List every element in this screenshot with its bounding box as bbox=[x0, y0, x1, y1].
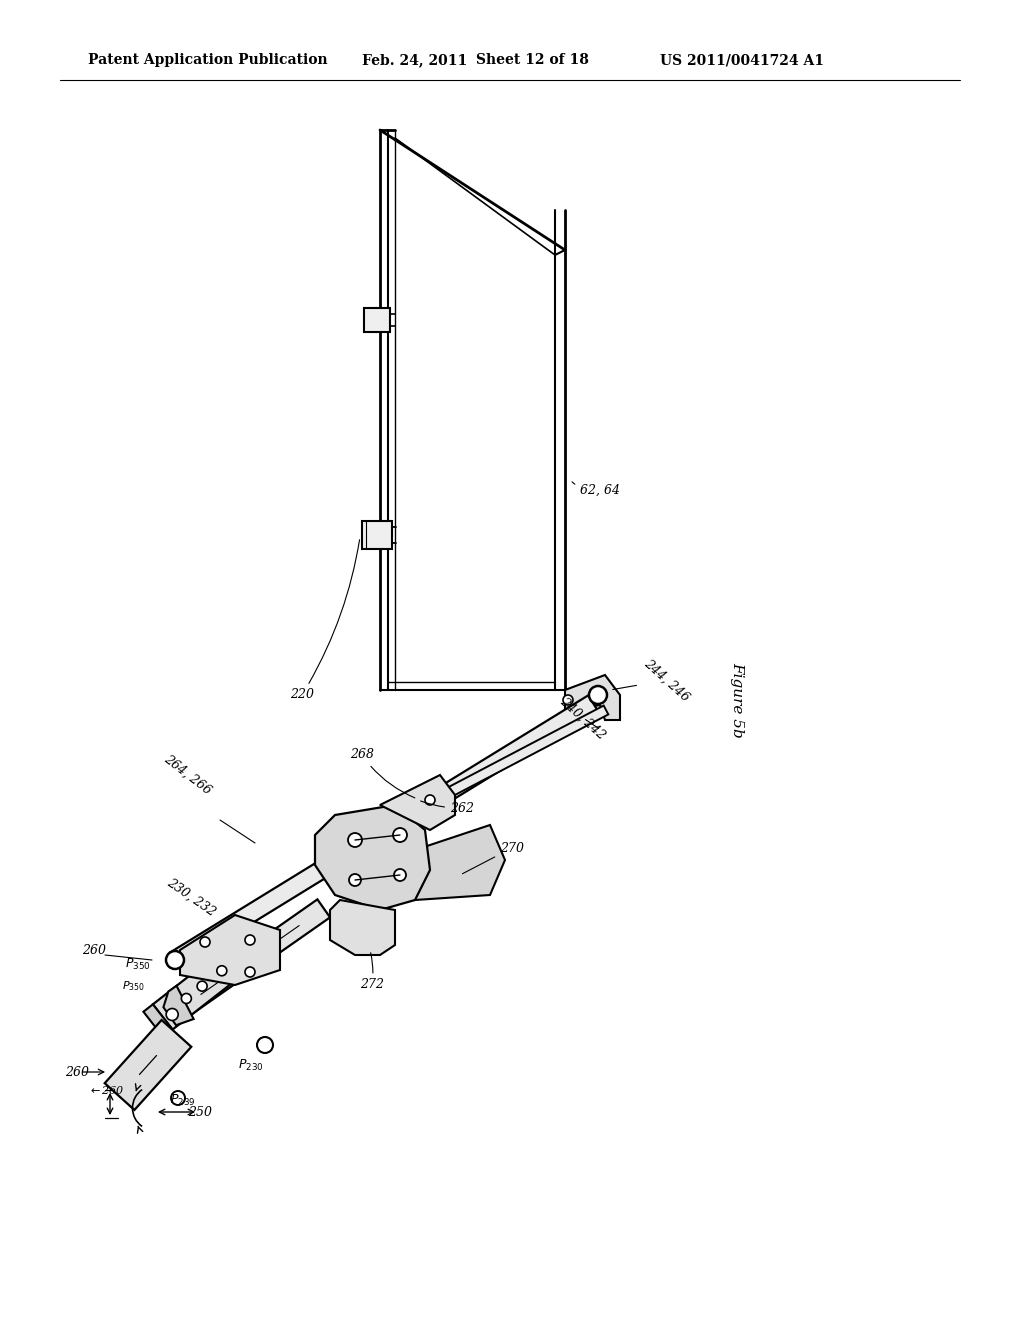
Circle shape bbox=[589, 686, 607, 704]
Text: 230, 232: 230, 232 bbox=[165, 875, 218, 919]
Circle shape bbox=[200, 937, 210, 946]
Text: 244, 246: 244, 246 bbox=[612, 656, 692, 704]
Polygon shape bbox=[153, 931, 267, 1030]
Text: Figure 5b: Figure 5b bbox=[730, 663, 744, 738]
Text: 260: 260 bbox=[65, 1065, 89, 1078]
Text: 240, 242: 240, 242 bbox=[558, 694, 608, 742]
Circle shape bbox=[425, 795, 435, 805]
Polygon shape bbox=[170, 899, 330, 1020]
Text: 270: 270 bbox=[463, 842, 524, 874]
Polygon shape bbox=[330, 900, 395, 954]
Polygon shape bbox=[104, 1020, 191, 1110]
Circle shape bbox=[348, 833, 362, 847]
Circle shape bbox=[197, 981, 207, 991]
Polygon shape bbox=[180, 915, 280, 985]
Text: 264, 266: 264, 266 bbox=[162, 752, 214, 797]
Circle shape bbox=[349, 874, 361, 886]
Bar bbox=[364, 308, 390, 333]
Text: 62, 64: 62, 64 bbox=[572, 482, 620, 496]
Text: Feb. 24, 2011: Feb. 24, 2011 bbox=[362, 53, 467, 67]
Polygon shape bbox=[565, 675, 620, 719]
Polygon shape bbox=[380, 775, 455, 830]
Circle shape bbox=[394, 869, 406, 880]
Polygon shape bbox=[328, 706, 608, 859]
Polygon shape bbox=[415, 825, 505, 900]
Text: 220: 220 bbox=[290, 540, 359, 701]
Text: 260: 260 bbox=[82, 944, 106, 957]
Circle shape bbox=[393, 828, 407, 842]
Circle shape bbox=[166, 950, 184, 969]
Text: 250: 250 bbox=[188, 1106, 212, 1119]
Circle shape bbox=[166, 1008, 178, 1020]
Text: $P_{230}$: $P_{230}$ bbox=[238, 1057, 263, 1073]
Circle shape bbox=[217, 966, 227, 975]
Polygon shape bbox=[170, 696, 598, 968]
Text: Sheet 12 of 18: Sheet 12 of 18 bbox=[476, 53, 589, 67]
Text: 262: 262 bbox=[421, 801, 474, 814]
Bar bbox=[362, 521, 392, 549]
Circle shape bbox=[563, 696, 573, 705]
Text: $P_{239}$: $P_{239}$ bbox=[170, 1093, 196, 1107]
Text: 268: 268 bbox=[350, 748, 415, 797]
Text: $\leftarrow$260: $\leftarrow$260 bbox=[88, 1084, 125, 1096]
Polygon shape bbox=[315, 805, 430, 909]
Text: US 2011/0041724 A1: US 2011/0041724 A1 bbox=[660, 53, 824, 67]
Circle shape bbox=[257, 1038, 273, 1053]
Polygon shape bbox=[164, 986, 194, 1026]
Text: Patent Application Publication: Patent Application Publication bbox=[88, 53, 328, 67]
Text: $P_{350}$: $P_{350}$ bbox=[125, 957, 151, 972]
Text: 272: 272 bbox=[360, 953, 384, 991]
Polygon shape bbox=[400, 793, 434, 829]
Polygon shape bbox=[143, 1005, 173, 1038]
Circle shape bbox=[245, 935, 255, 945]
Circle shape bbox=[245, 968, 255, 977]
Circle shape bbox=[181, 994, 191, 1003]
Circle shape bbox=[171, 1092, 185, 1105]
Text: $P_{350}$: $P_{350}$ bbox=[122, 979, 145, 993]
